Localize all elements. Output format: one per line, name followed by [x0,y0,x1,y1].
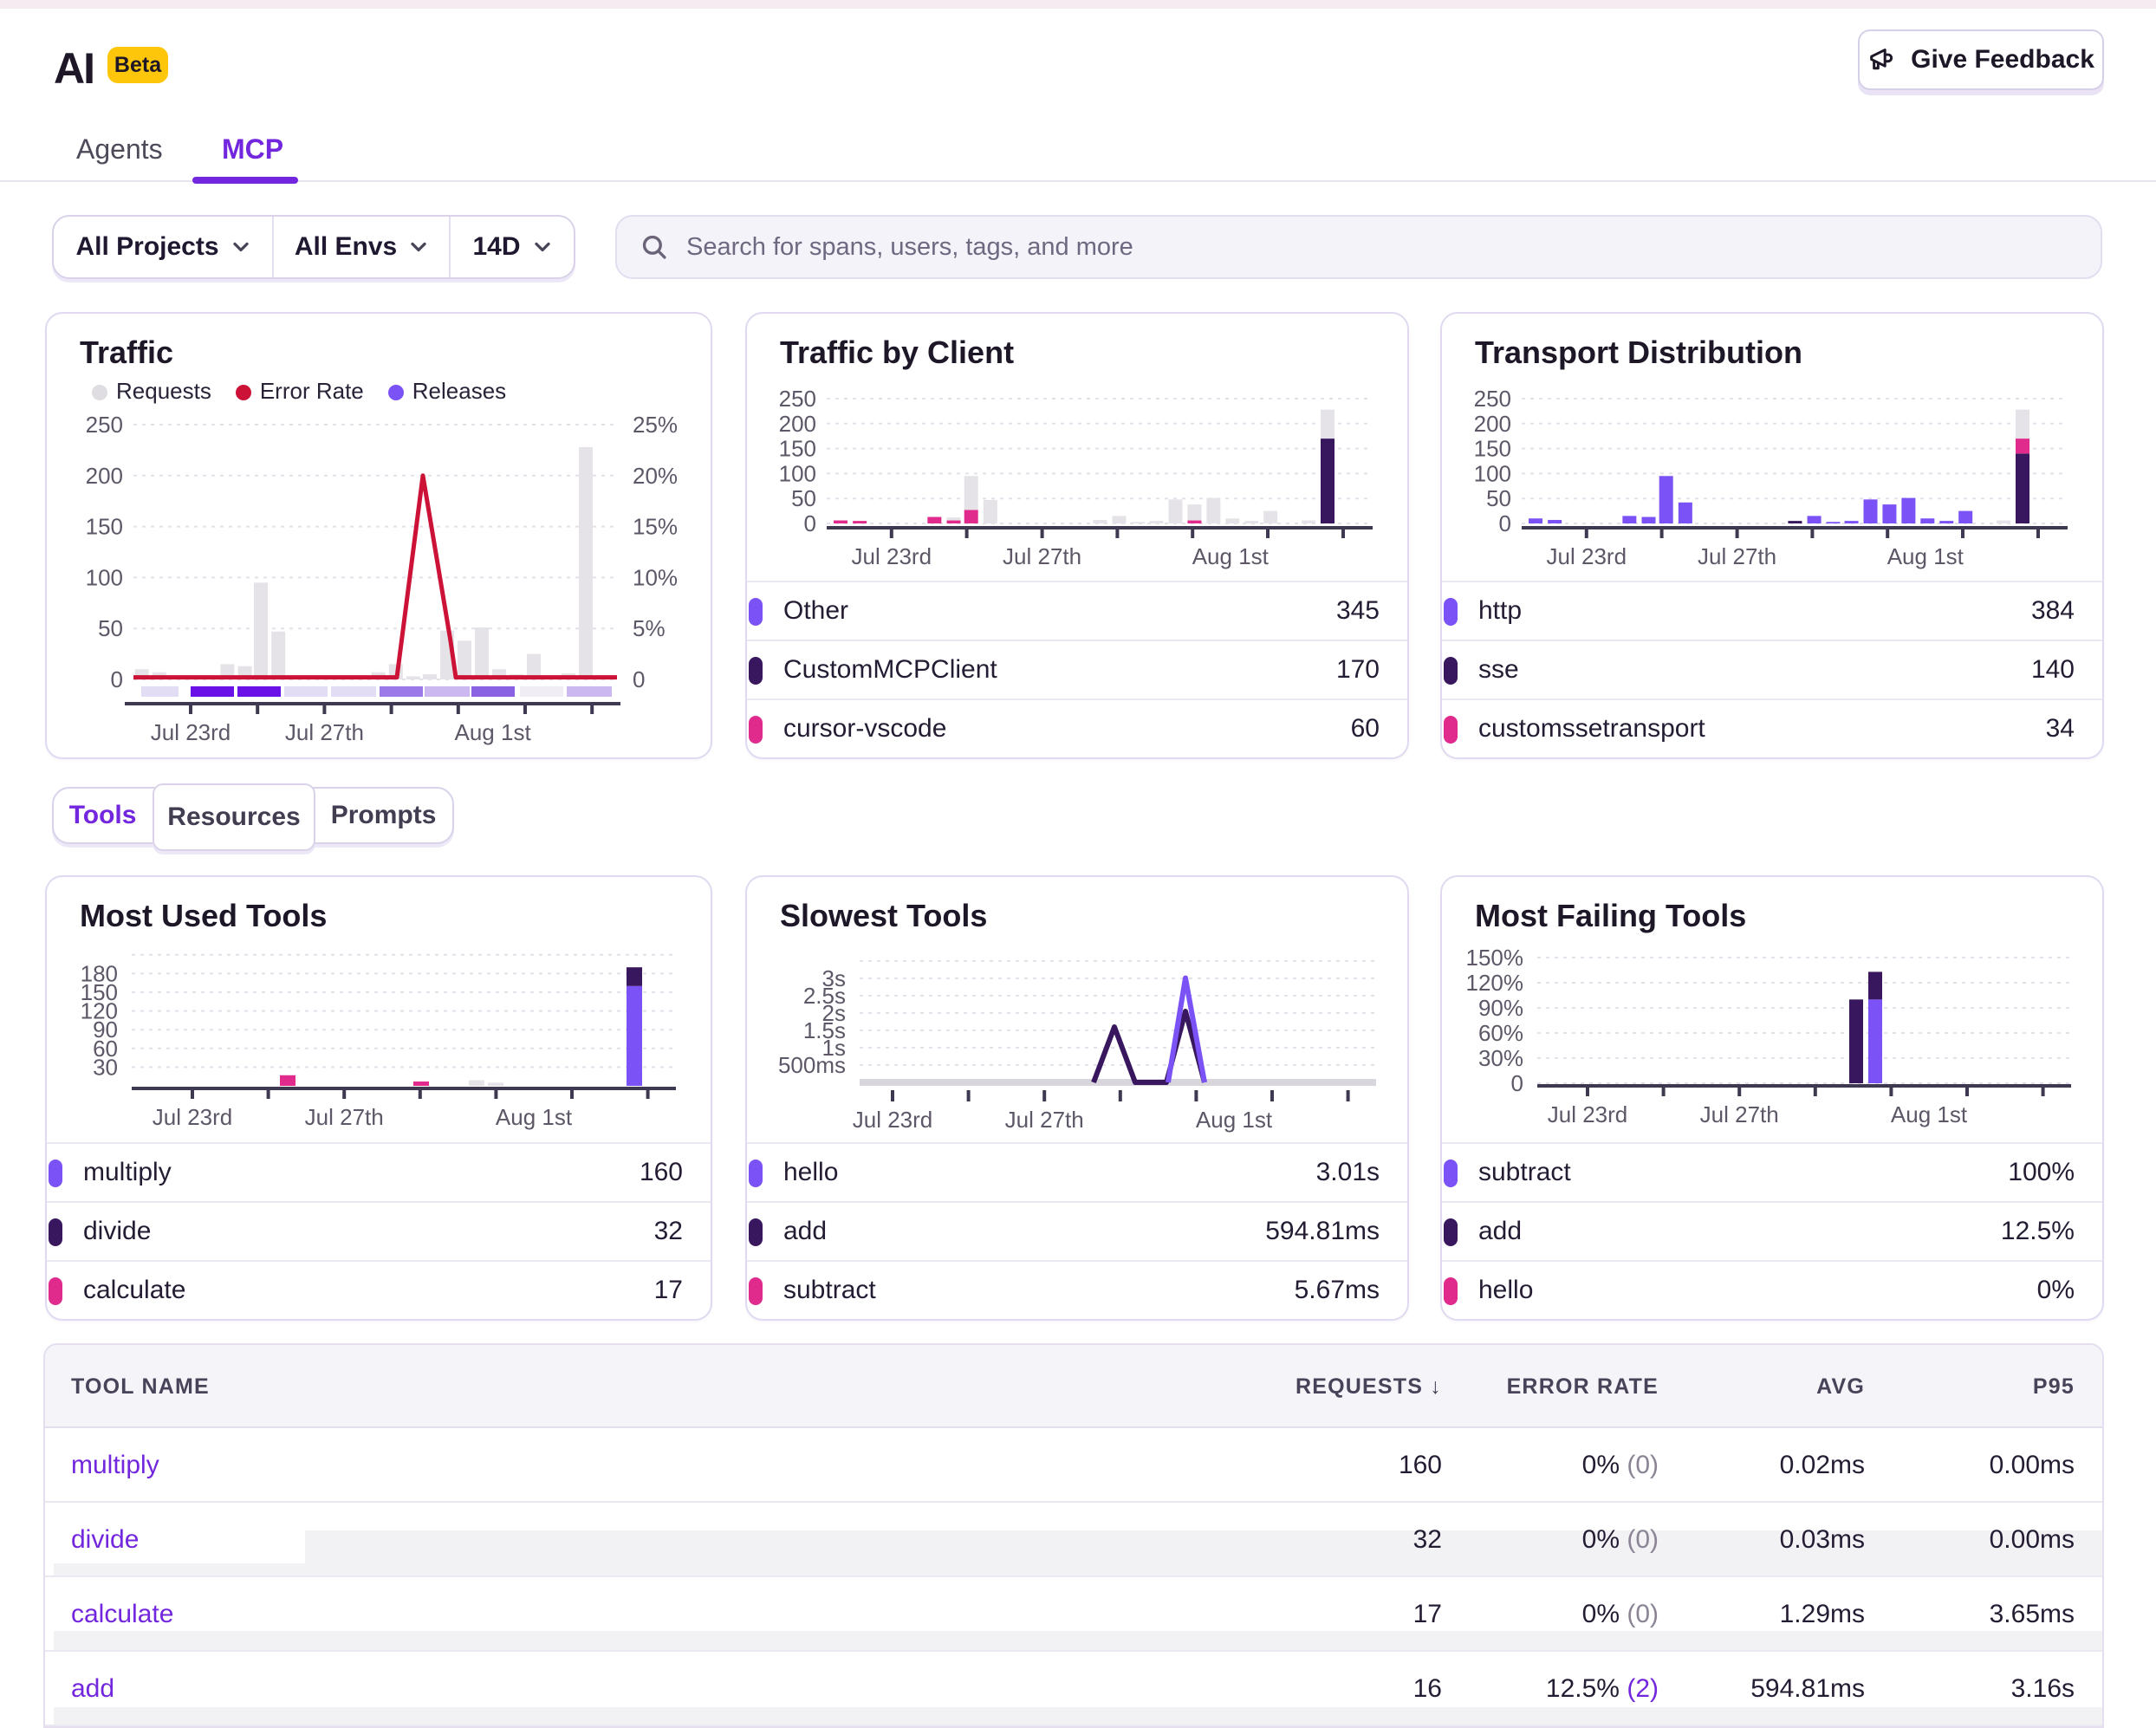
svg-text:0: 0 [1499,510,1511,536]
svg-text:Jul 27th: Jul 27th [305,1104,384,1130]
svg-text:250: 250 [779,386,816,412]
svg-text:100: 100 [86,564,123,590]
svg-text:180: 180 [81,960,118,986]
svg-text:250: 250 [86,412,123,438]
svg-text:1.5s: 1.5s [803,1017,846,1043]
svg-text:2s: 2s [822,1000,846,1026]
svg-text:15%: 15% [633,514,678,540]
svg-text:150: 150 [1474,436,1511,462]
svg-text:Aug 1st: Aug 1st [455,719,532,745]
svg-text:30: 30 [93,1054,118,1080]
svg-text:60%: 60% [1478,1020,1523,1046]
svg-text:2.5s: 2.5s [803,983,846,1009]
svg-text:150: 150 [779,436,816,462]
svg-text:Jul 23rd: Jul 23rd [153,1104,233,1130]
svg-text:150%: 150% [1466,945,1524,971]
svg-text:200: 200 [86,463,123,489]
svg-text:5%: 5% [633,615,666,641]
svg-text:50: 50 [1486,485,1511,511]
svg-text:Jul 27th: Jul 27th [1698,543,1776,569]
svg-text:Aug 1st: Aug 1st [1196,1107,1273,1133]
svg-text:3s: 3s [822,965,846,991]
svg-text:Jul 27th: Jul 27th [1700,1101,1779,1127]
svg-text:Jul 23rd: Jul 23rd [852,543,932,569]
svg-text:Jul 23rd: Jul 23rd [853,1107,933,1133]
svg-text:50: 50 [791,485,816,511]
svg-text:120%: 120% [1466,970,1524,996]
svg-text:1s: 1s [822,1035,846,1061]
svg-text:0: 0 [111,666,123,692]
svg-text:Jul 27th: Jul 27th [1005,1107,1084,1133]
svg-text:50: 50 [98,615,123,641]
svg-text:Jul 23rd: Jul 23rd [1547,543,1627,569]
svg-text:250: 250 [1474,386,1511,412]
svg-text:Jul 23rd: Jul 23rd [1548,1101,1628,1127]
svg-text:100: 100 [1474,460,1511,486]
svg-text:0: 0 [804,510,816,536]
svg-text:10%: 10% [633,564,678,590]
svg-text:0: 0 [1511,1070,1523,1096]
svg-text:90: 90 [93,1017,118,1043]
svg-text:150: 150 [86,514,123,540]
svg-text:0: 0 [633,666,645,692]
svg-text:60: 60 [93,1036,118,1062]
svg-text:Aug 1st: Aug 1st [496,1104,573,1130]
svg-text:200: 200 [1474,411,1511,437]
svg-text:Jul 27th: Jul 27th [1003,543,1081,569]
svg-text:30%: 30% [1478,1045,1523,1071]
svg-text:90%: 90% [1478,995,1523,1021]
svg-text:20%: 20% [633,463,678,489]
svg-text:500ms: 500ms [778,1052,846,1078]
svg-text:120: 120 [81,998,118,1024]
svg-text:150: 150 [81,979,118,1005]
svg-text:Aug 1st: Aug 1st [1891,1101,1968,1127]
svg-text:Aug 1st: Aug 1st [1192,543,1270,569]
svg-text:Aug 1st: Aug 1st [1887,543,1964,569]
svg-text:100: 100 [779,460,816,486]
svg-text:200: 200 [779,411,816,437]
svg-text:Jul 27th: Jul 27th [285,719,364,745]
svg-text:25%: 25% [633,412,678,438]
svg-text:Jul 23rd: Jul 23rd [151,719,231,745]
